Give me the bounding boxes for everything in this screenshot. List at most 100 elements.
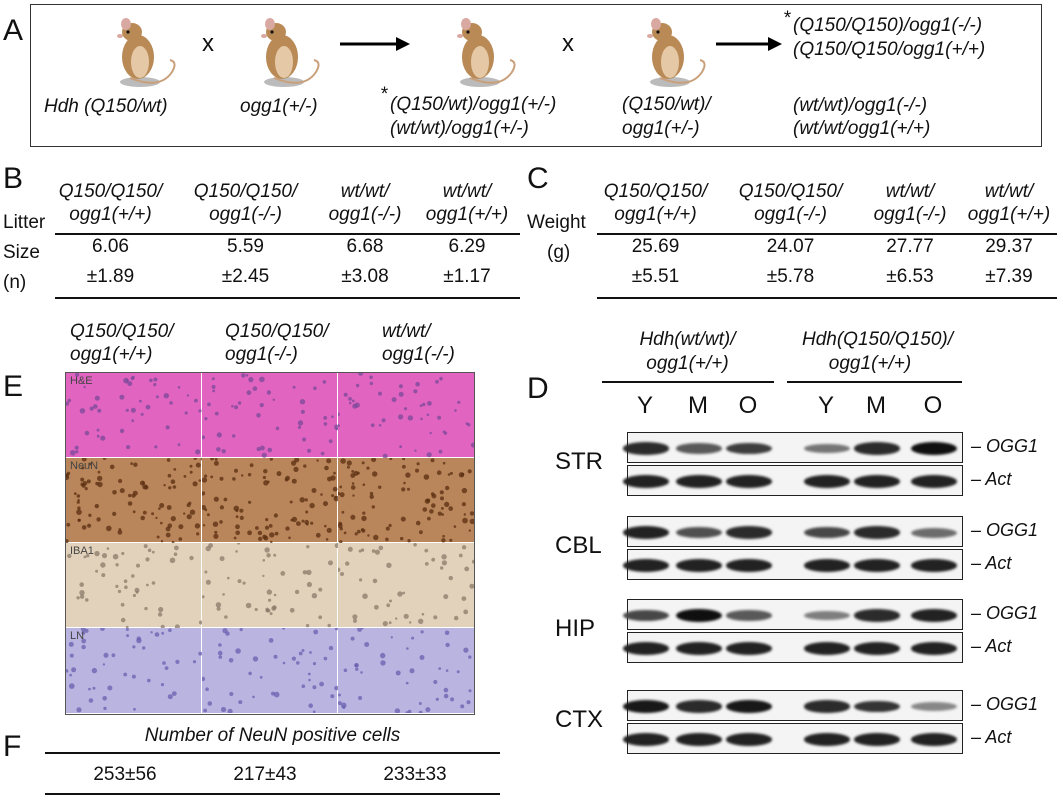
ogg1-band-label: – OGG1 (971, 520, 1039, 540)
mouse-icon-2 (261, 18, 320, 87)
blot-band (726, 526, 772, 539)
sd-value: ±6.53 (886, 266, 934, 287)
ogg1-blot (623, 516, 963, 547)
histology-tile: NeuN (66, 458, 202, 543)
mean-value: 24.07 (766, 236, 815, 257)
mouse-icon-1 (117, 18, 176, 87)
weight-table-col-1: Q150/Q150/ ogg1(+/+) 25.69 ±5.51 (593, 180, 718, 290)
col-header-1: wt/wt/ (340, 181, 390, 202)
weight-label-1: Weight (527, 212, 586, 233)
weight-table-col-2: Q150/Q150/ ogg1(-/-) 24.07 ±5.78 (728, 180, 853, 290)
histology-tile (338, 543, 474, 628)
sd-value: ±5.78 (766, 266, 815, 287)
lane-label: M (866, 392, 886, 419)
group-1-rule (602, 381, 774, 383)
blot-region-label: HIP (555, 615, 596, 642)
histology-tile (202, 458, 338, 543)
col-header-1: wt/wt/ (382, 321, 431, 342)
histology-tile (202, 628, 338, 713)
mate-genotype-2: ogg1(+/-) (622, 118, 700, 139)
blot-band (623, 442, 669, 455)
blot-band (623, 559, 669, 572)
lane-label: Y (817, 392, 834, 419)
col-header-1: Q150/Q150/ (225, 321, 329, 342)
blot-band (726, 559, 772, 572)
blot-band (804, 733, 850, 746)
offspring-genotype-4: (wt/wt/ogg1(+/+) (793, 118, 931, 139)
actin-band-label: – Act (971, 469, 1012, 489)
offspring-genotype-2: (Q150/Q150/ogg1(+/+) (793, 39, 986, 60)
histology-tile (338, 373, 474, 458)
blot-band (911, 701, 957, 712)
mean-value: 6.29 (448, 236, 486, 257)
weight-table-rule-top (597, 233, 1057, 235)
blot-band (804, 443, 850, 454)
col-header-2: ogg1(+/+) (614, 204, 697, 225)
blot-band (804, 642, 850, 655)
blot-band (854, 442, 900, 455)
lane-label: M (688, 392, 708, 419)
sd-value: ±2.45 (221, 266, 270, 287)
blot-band (623, 475, 669, 488)
col-header-2: ogg1(-/-) (209, 204, 282, 225)
panel-e-label: E (3, 370, 24, 403)
blot-band (854, 475, 900, 488)
mouse-icon-3 (457, 18, 516, 87)
col-header-2: ogg1(-/-) (754, 204, 827, 225)
col-header-1: Q150/Q150/ (738, 181, 843, 202)
blot-band (911, 442, 957, 455)
col-header-1: Q150/Q150/ (193, 181, 298, 202)
blot-band (911, 733, 957, 746)
histology-tile (338, 628, 474, 713)
stain-label: IBA1 (70, 545, 94, 557)
histology-image-grid: H&E NeuN IBA1 LN (65, 372, 475, 715)
weight-table-col-3: wt/wt/ ogg1(-/-) 27.77 ±6.53 (855, 180, 965, 290)
ogg1-band-label: – OGG1 (971, 603, 1039, 623)
blot-band (676, 443, 722, 454)
mean-value: 6.68 (346, 236, 384, 257)
col-header-1: wt/wt/ (442, 181, 492, 202)
blot-band (726, 442, 772, 455)
col-header-2: ogg1(-/-) (225, 344, 298, 365)
offspring-genotype-3: (wt/wt)/ogg1(-/-) (793, 95, 928, 116)
actin-band-label: – Act (971, 636, 1012, 656)
group-1-label-line-2: ogg1(+/+) (646, 353, 729, 374)
blot-band (911, 642, 957, 655)
mouse-icon-4 (647, 18, 706, 87)
lane-label: O (738, 392, 758, 419)
neun-value-1: 253±56 (93, 764, 157, 785)
cross-symbol-1: x (202, 30, 214, 57)
blot-band (854, 700, 900, 713)
blot-band (854, 559, 900, 572)
panel-a-label: A (3, 14, 24, 47)
parent-1-genotype: Hdh (Q150/wt) (44, 96, 168, 117)
group-2-label-line-2: ogg1(+/+) (828, 353, 912, 374)
col-header-2: ogg1(-/-) (382, 344, 455, 365)
litter-size-label-3: (n) (3, 272, 27, 293)
col-header-2: ogg1(-/-) (873, 204, 947, 225)
blot-band (676, 733, 722, 746)
col-header-1: Q150/Q150/ (70, 321, 174, 342)
f1-asterisk: * (380, 84, 388, 105)
ogg1-band-label: – OGG1 (971, 694, 1039, 714)
histology-tile: H&E (66, 373, 202, 458)
histology-tile (202, 373, 338, 458)
blot-band (676, 527, 722, 538)
blot-region-label: CBL (555, 532, 602, 559)
sd-value: ±3.08 (341, 266, 389, 287)
histo-header-1: Q150/Q150/ ogg1(+/+) (70, 320, 200, 366)
mean-value: 5.59 (227, 236, 264, 257)
blot-band (623, 609, 669, 622)
blot-band (804, 700, 850, 713)
mean-value: 25.69 (631, 236, 680, 257)
group-2-rule (787, 381, 962, 383)
blot-band (726, 733, 772, 746)
arrow-icon-1 (340, 37, 410, 51)
col-header-2: ogg1(-/-) (328, 204, 402, 225)
blot-band (623, 733, 669, 746)
breeding-scheme-panel (30, 4, 1042, 147)
histo-header-3: wt/wt/ ogg1(-/-) (382, 320, 492, 366)
blot-band (911, 527, 957, 538)
ogg1-blot (623, 432, 963, 463)
lane-label: Y (636, 392, 653, 419)
